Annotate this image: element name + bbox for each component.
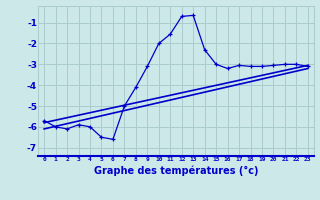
- X-axis label: Graphe des températures (°c): Graphe des températures (°c): [94, 165, 258, 176]
